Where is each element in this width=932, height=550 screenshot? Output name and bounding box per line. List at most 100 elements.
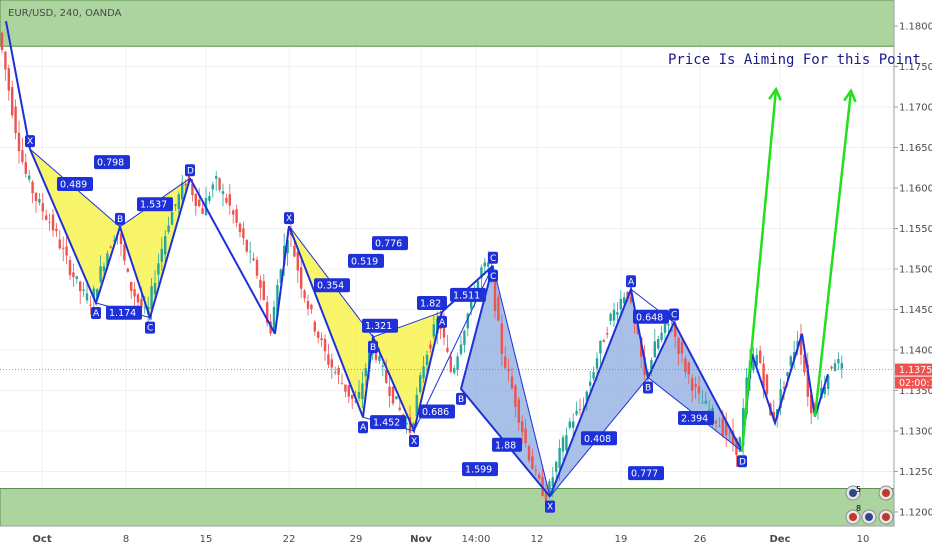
candle-body: [221, 191, 225, 194]
candle-body: [796, 341, 799, 347]
candle-body: [198, 199, 201, 207]
candle-body: [612, 309, 616, 321]
x-tick-label: 10: [857, 534, 870, 545]
candle-body: [136, 294, 140, 303]
point-label-box: [284, 212, 294, 225]
candle-body: [466, 313, 469, 329]
candle-body: [58, 239, 61, 249]
candle-body: [85, 293, 89, 301]
candle-body: [123, 244, 126, 261]
candle-body: [616, 312, 619, 315]
candle-body: [629, 297, 633, 303]
candle-body: [799, 333, 803, 355]
candle-body: [575, 410, 578, 415]
candle-body: [643, 356, 646, 376]
pattern-connector: [372, 311, 443, 338]
y-tick-label: 1.14000: [899, 346, 932, 357]
candle-body: [415, 394, 418, 417]
candle-body: [252, 258, 255, 261]
ratio-label: 1.452: [373, 418, 400, 429]
candle-body: [538, 474, 541, 479]
candle-body: [242, 228, 245, 239]
trend-line: [274, 225, 290, 334]
candle-body: [150, 286, 153, 310]
flag-icon: [882, 513, 890, 521]
candle-body: [167, 225, 170, 232]
y-tick-label: 1.12000: [899, 508, 932, 519]
x-tick-label: 19: [615, 534, 628, 545]
candle-body: [228, 194, 231, 206]
candle-body: [510, 376, 514, 389]
candle-body: [68, 260, 72, 276]
candle-body: [31, 181, 34, 194]
candle-body: [130, 281, 133, 292]
ratio-label: 2.394: [681, 414, 708, 425]
candle-body: [272, 306, 276, 333]
projection-arrow-head: [843, 88, 857, 103]
y-tick-label: 1.16500: [899, 143, 932, 154]
harmonic-pattern-fills: [30, 149, 742, 497]
candle-body: [602, 340, 605, 342]
candle-body: [378, 355, 381, 362]
candle-body: [296, 251, 299, 271]
candle-body: [48, 222, 51, 224]
flag-icon: [849, 489, 857, 497]
candle-body: [113, 240, 116, 242]
x-tick-label: 8: [123, 534, 129, 545]
candle-body: [650, 359, 653, 373]
point-label: X: [547, 503, 553, 513]
point-label: C: [490, 254, 496, 264]
projection-arrow-head: [768, 86, 782, 101]
point-label-box: [737, 455, 747, 468]
point-label: X: [286, 214, 292, 224]
candle-body: [313, 321, 316, 332]
candle-body: [684, 358, 687, 372]
candle-body: [218, 178, 221, 190]
candle-body: [293, 245, 296, 257]
y-tick-label: 1.17000: [899, 103, 932, 114]
candle-body: [803, 354, 806, 373]
ratio-label: 0.408: [584, 434, 611, 445]
pattern-zigzag: [459, 265, 551, 498]
candle-body: [133, 289, 136, 297]
point-label-box: [115, 212, 125, 225]
candle-body: [701, 402, 704, 404]
candle-body: [177, 194, 180, 210]
current-price-marker: [895, 363, 932, 376]
point-label: A: [93, 309, 100, 319]
x-tick-label: 22: [283, 534, 296, 545]
candle-body: [262, 281, 265, 301]
event-count-badge: 5: [856, 485, 861, 494]
candle-body: [470, 296, 473, 309]
candle-body: [731, 431, 735, 445]
point-label-box: [25, 135, 35, 148]
candle-body: [674, 322, 677, 337]
candle-body: [164, 236, 167, 255]
candle-body: [38, 199, 41, 203]
candle-body: [235, 209, 238, 223]
point-label-box: [437, 315, 447, 328]
candle-body: [405, 422, 408, 425]
y-tick-label: 1.14500: [899, 305, 932, 316]
ratio-label: 0.354: [317, 281, 344, 292]
candle-body: [500, 323, 503, 354]
projection-arrow-line: [813, 90, 853, 417]
y-tick-label: 1.13500: [899, 386, 932, 397]
ratio-label: 1.88: [495, 440, 516, 451]
price-scale-background[interactable]: [894, 0, 932, 526]
event-badges[interactable]: 5 8: [845, 485, 894, 525]
ratio-label-box: [417, 296, 447, 311]
candle-body: [79, 281, 82, 292]
candle-body: [595, 358, 599, 369]
candle-body: [75, 276, 78, 279]
candle-body: [446, 347, 449, 352]
candle-body: [765, 374, 769, 395]
candle-body: [592, 372, 595, 379]
candle-body: [249, 251, 252, 253]
ratio-label: 1.599: [465, 465, 492, 476]
candle-body: [41, 203, 44, 212]
candle-body: [623, 297, 626, 304]
time-scale-background[interactable]: [0, 526, 894, 550]
point-label-box: [368, 341, 378, 354]
